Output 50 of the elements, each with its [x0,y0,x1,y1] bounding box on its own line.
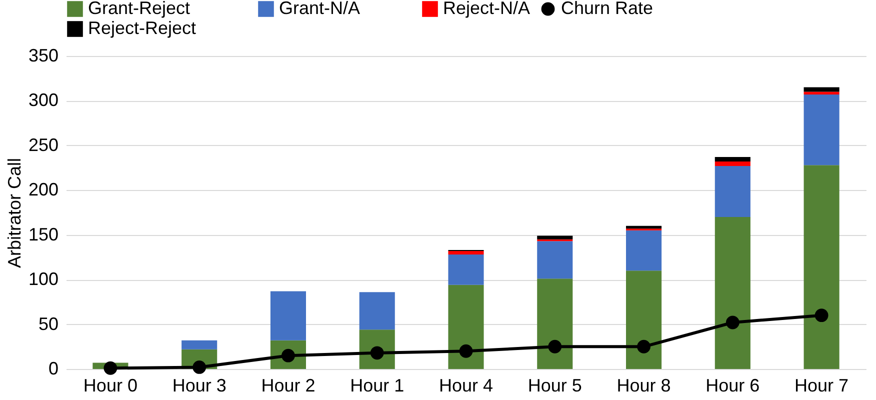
x-tick-label: Hour 3 [172,376,226,396]
point [637,340,650,354]
point [104,361,118,375]
bar [359,292,395,330]
bar [270,291,306,340]
legend-label: Churn Rate [561,0,654,18]
x-tick-label: Hour 0 [83,376,138,396]
bar [537,236,573,240]
bar [537,241,573,279]
y-tick-label: 350 [28,46,58,66]
bar [448,250,484,255]
y-tick-label: 100 [28,269,58,290]
point [548,340,562,354]
bar [182,340,218,350]
y-tick-label: 300 [28,90,58,110]
y-tick-label: 150 [28,224,58,244]
bar [804,94,840,166]
bar [714,216,750,369]
legend-label: Grant-Reject [88,0,190,18]
x-tick-label: Hour 2 [261,376,316,396]
point [814,308,828,322]
legend-label: Reject-N/A [443,0,530,18]
y-axis-title: Arbitrator Call [4,158,24,268]
bar [448,284,484,369]
bar [714,162,750,166]
point [459,344,473,358]
x-tick-label: Hour 7 [794,376,849,396]
x-tick-label: Hour 8 [616,376,671,396]
x-tick-label: Hour 4 [438,376,494,396]
point [726,316,740,330]
bar [804,92,840,94]
bar [714,166,750,217]
y-tick-label: 0 [48,358,58,378]
bar [626,230,662,271]
x-tick-label: Hour 1 [350,376,404,396]
legend-label: Reject-Reject [88,18,196,38]
y-tick-label: 250 [28,134,58,155]
bar [714,157,750,162]
y-tick-label: 50 [38,314,58,334]
bar [804,87,840,92]
y-tick-label: 200 [28,180,58,200]
bar [626,226,662,229]
legend-label: Grant-N/A [279,0,360,18]
bar [626,270,662,369]
bar [448,254,484,285]
bar [537,278,573,369]
x-tick-label: Hour 5 [528,376,582,396]
x-tick-label: Hour 6 [706,376,760,396]
bar [804,165,840,369]
point [192,360,206,374]
